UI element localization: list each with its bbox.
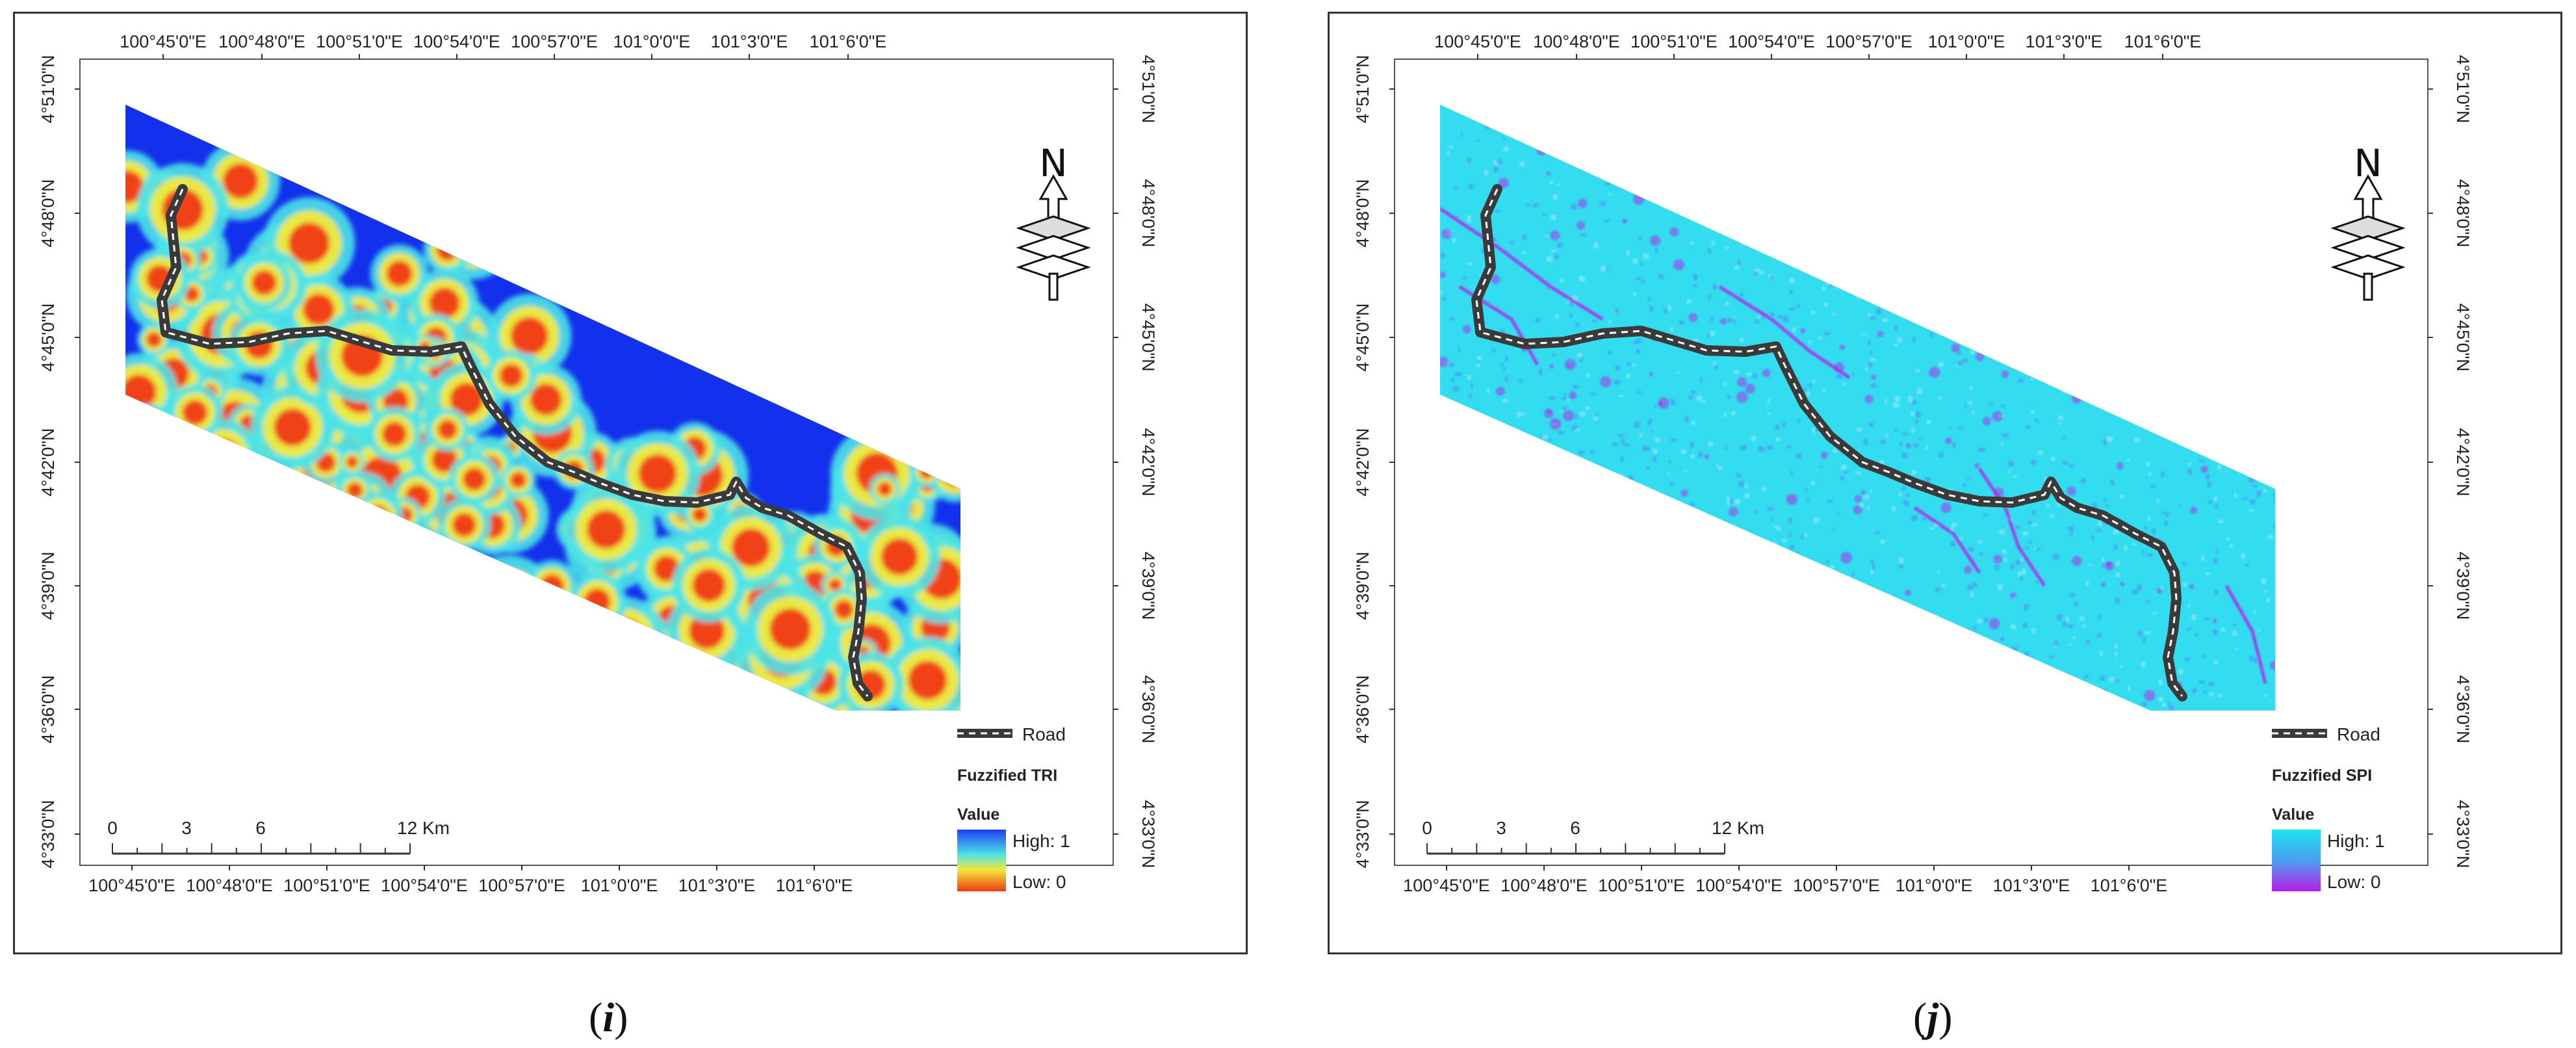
bottom-tick-label: 100°51'0"E <box>1598 876 1685 895</box>
right-tick-label: 4°36'0"N <box>2453 675 2473 743</box>
right-tick-label: 4°51'0"N <box>2453 55 2473 123</box>
bottom-tick-label: 100°51'0"E <box>283 876 370 895</box>
scale-label: 12 Km <box>397 818 450 838</box>
scale-bar: 0 3 6 12 Km <box>1422 818 1764 855</box>
scale-label: 3 <box>1496 818 1506 838</box>
top-tick-label: 100°57'0"E <box>1825 32 1913 51</box>
bottom-tick-label: 100°48'0"E <box>1501 876 1588 895</box>
left-tick-label: 4°42'0"N <box>38 428 58 496</box>
left-tick-label: 4°42'0"N <box>1353 428 1372 496</box>
bottom-tick-label: 100°45'0"E <box>88 876 175 895</box>
bottom-tick-label: 100°45'0"E <box>1403 876 1490 895</box>
left-tick-label: 4°33'0"N <box>38 800 58 868</box>
bottom-tick-label: 101°3'0"E <box>1993 876 2070 895</box>
right-tick-label: 4°45'0"N <box>2453 303 2473 371</box>
top-tick-label: 100°48'0"E <box>1533 32 1620 51</box>
left-tick-label: 4°33'0"N <box>1353 800 1372 868</box>
scale-label: 6 <box>1570 818 1580 838</box>
road-legend-label: Road <box>1022 724 1066 744</box>
left-tick-label: 4°48'0"N <box>38 179 58 247</box>
map-svg-j: 100°45'0"E 100°48'0"E 100°51'0"E 100°54'0"E… <box>1353 32 2473 895</box>
bottom-tick-label: 100°57'0"E <box>478 876 565 895</box>
legend-value-heading: Value <box>2272 806 2314 824</box>
legend-title: Fuzzified TRI <box>957 766 1057 785</box>
top-tick-label: 101°3'0"E <box>2026 32 2103 51</box>
scale-label: 3 <box>181 818 192 838</box>
top-tick-label: 100°54'0"E <box>1728 32 1815 51</box>
left-tick-label: 4°39'0"N <box>38 551 58 620</box>
left-tick-label: 4°45'0"N <box>1353 303 1372 371</box>
caption-letter-i: i <box>602 994 615 1040</box>
north-arrow-icon: N <box>2330 141 2406 301</box>
right-tick-label: 4°36'0"N <box>1139 675 1158 743</box>
right-tick-label: 4°39'0"N <box>1139 551 1158 620</box>
scale-label: 12 Km <box>1712 818 1764 838</box>
right-tick-label: 4°42'0"N <box>1139 428 1158 496</box>
bottom-tick-label: 101°6'0"E <box>2091 876 2168 895</box>
left-tick-label: 4°51'0"N <box>1353 55 1372 123</box>
left-tick-label: 4°36'0"N <box>38 675 58 743</box>
left-tick-label: 4°45'0"N <box>38 303 58 371</box>
legend-title: Fuzzified SPI <box>2272 766 2372 785</box>
right-tick-label: 4°33'0"N <box>2453 800 2473 868</box>
scale-bar: 0 3 6 12 Km <box>107 818 450 855</box>
map-panel-j: 100°45'0"E 100°48'0"E 100°51'0"E 100°54'0"E… <box>1328 12 2562 954</box>
caption-j: (j) <box>1913 994 1953 1040</box>
right-tick-label: 4°33'0"N <box>1139 800 1158 868</box>
top-tick-label: 101°0'0"E <box>1928 32 2005 51</box>
top-tick-label: 101°6'0"E <box>2124 32 2202 51</box>
top-tick-label: 100°45'0"E <box>1434 32 1521 51</box>
right-tick-label: 4°42'0"N <box>2453 428 2473 496</box>
bottom-tick-label: 100°54'0"E <box>381 876 468 895</box>
top-tick-label: 100°57'0"E <box>511 32 598 51</box>
map-panel-i: 100°45'0"E 100°48'0"E 100°51'0"E 100°54'0"E… <box>13 12 1248 954</box>
top-tick-label: 101°0'0"E <box>613 32 691 51</box>
left-tick-label: 4°39'0"N <box>1353 551 1372 620</box>
bottom-tick-label: 100°48'0"E <box>186 876 273 895</box>
right-tick-label: 4°48'0"N <box>1139 179 1158 247</box>
right-tick-label: 4°39'0"N <box>2453 551 2473 620</box>
value-legend: Fuzzified TRI Value High: 1 Low: 0 <box>957 766 1070 892</box>
bottom-tick-label: 101°0'0"E <box>581 876 658 895</box>
scale-label: 0 <box>107 818 118 838</box>
scale-label: 0 <box>1422 818 1432 838</box>
left-tick-label: 4°48'0"N <box>1353 179 1372 247</box>
left-tick-label: 4°36'0"N <box>1353 675 1372 743</box>
north-arrow-icon: N <box>1016 141 1091 301</box>
top-tick-label: 100°54'0"E <box>413 32 500 51</box>
bottom-tick-label: 101°6'0"E <box>776 876 853 895</box>
scale-label: 6 <box>255 818 266 838</box>
raster-area <box>1440 105 2275 711</box>
road-legend-label: Road <box>2337 724 2380 744</box>
legend-high-label: High: 1 <box>2327 831 2385 851</box>
top-tick-label: 101°6'0"E <box>810 32 887 51</box>
bottom-tick-label: 101°3'0"E <box>678 876 756 895</box>
bottom-tick-label: 101°0'0"E <box>1896 876 1973 895</box>
road-legend: Road <box>2272 724 2380 744</box>
right-tick-label: 4°48'0"N <box>2453 179 2473 247</box>
legend-value-heading: Value <box>957 806 999 824</box>
bottom-tick-label: 100°57'0"E <box>1793 876 1880 895</box>
right-tick-label: 4°51'0"N <box>1139 55 1158 123</box>
legend-low-label: Low: 0 <box>1012 872 1066 892</box>
top-tick-label: 100°51'0"E <box>316 32 403 51</box>
bottom-tick-label: 100°54'0"E <box>1695 876 1783 895</box>
right-tick-label: 4°45'0"N <box>1139 303 1158 371</box>
map-svg-i: 100°45'0"E 100°48'0"E 100°51'0"E 100°54'0"E… <box>38 32 1158 895</box>
legend-low-label: Low: 0 <box>2327 872 2381 892</box>
road-legend: Road <box>957 724 1066 744</box>
legend-high-label: High: 1 <box>1012 831 1070 851</box>
top-tick-label: 101°3'0"E <box>711 32 788 51</box>
top-tick-label: 100°48'0"E <box>218 32 305 51</box>
caption-i: (i) <box>589 994 628 1040</box>
left-tick-label: 4°51'0"N <box>38 55 58 123</box>
caption-letter-j: j <box>1927 994 1939 1040</box>
top-tick-label: 100°51'0"E <box>1630 32 1718 51</box>
top-tick-label: 100°45'0"E <box>120 32 207 51</box>
value-legend: Fuzzified SPI Value High: 1 Low: 0 <box>2272 766 2385 892</box>
